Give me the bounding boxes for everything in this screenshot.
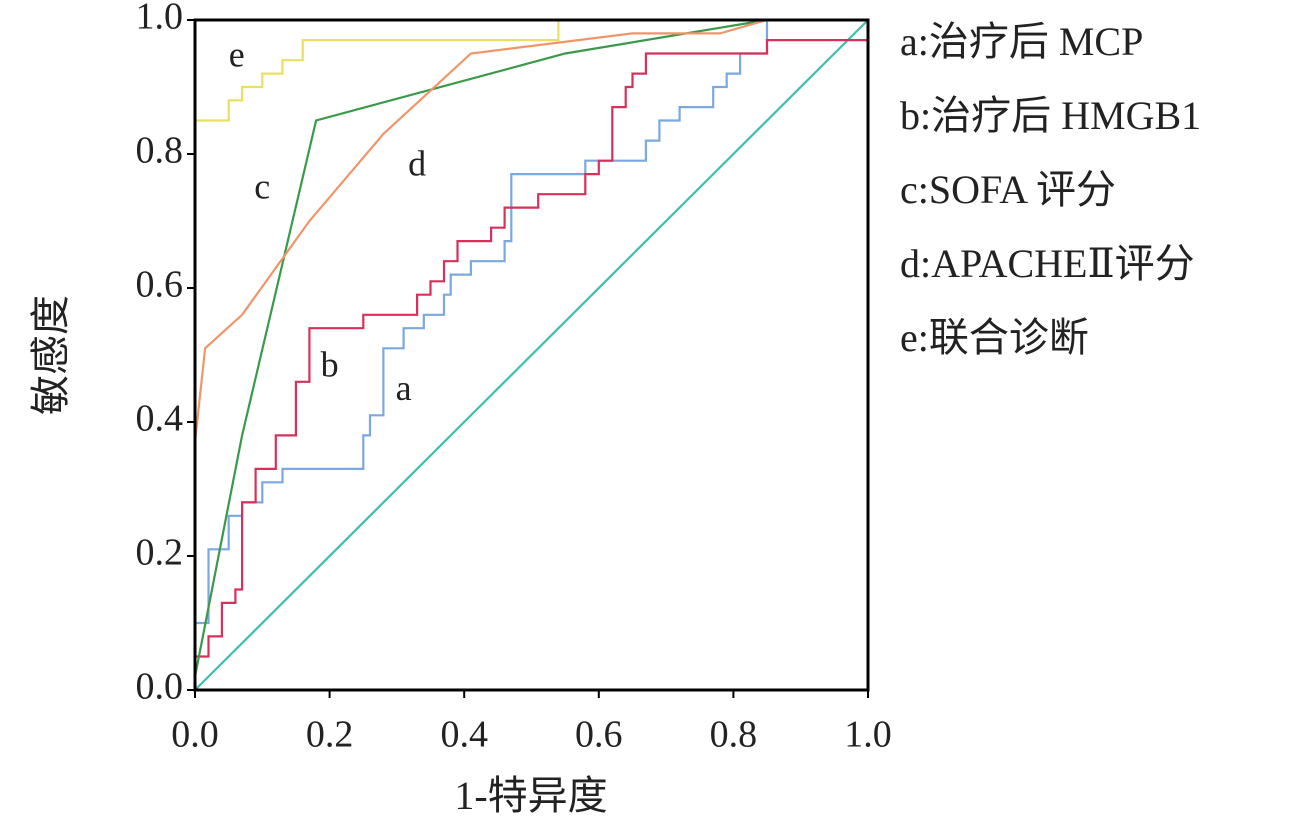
legend-entry: e:联合诊断	[900, 315, 1089, 360]
plot-frame	[193, 18, 870, 692]
y-tick-label: 0.0	[136, 666, 184, 708]
roc-curve	[195, 18, 868, 122]
x-tick-label: 0.0	[171, 714, 219, 756]
roc-curve	[195, 39, 868, 658]
x-tick-label: 0.4	[440, 714, 488, 756]
y-tick-label: 0.4	[136, 398, 184, 440]
curve-label: a	[396, 368, 412, 408]
roc-curve	[193, 18, 868, 443]
legend-entry: d:APACHEⅡ评分	[900, 241, 1195, 286]
x-axis-label: 1-特异度	[454, 773, 607, 818]
curve-label: d	[408, 144, 426, 184]
x-tick-label: 0.2	[306, 714, 354, 756]
y-axis-label: 敏感度	[28, 295, 73, 415]
legend-entry: b:治疗后 HMGB1	[900, 93, 1201, 138]
x-tick-label: 1.0	[844, 714, 892, 756]
roc-curve	[195, 18, 868, 625]
legend-entry: a:治疗后 MCP	[900, 19, 1143, 64]
legend-entry: c:SOFA 评分	[900, 167, 1116, 212]
curve-label: b	[321, 345, 339, 385]
x-tick-label: 0.6	[575, 714, 623, 756]
curve-label: e	[229, 34, 245, 74]
reference-line	[194, 19, 869, 691]
curve-label: c	[254, 166, 270, 206]
x-tick-label: 0.8	[710, 714, 758, 756]
y-tick-label: 1.0	[136, 0, 184, 38]
y-tick-label: 0.6	[136, 264, 184, 306]
y-tick-label: 0.2	[136, 532, 184, 574]
roc-curve	[193, 18, 868, 677]
y-tick-label: 0.8	[136, 130, 184, 172]
